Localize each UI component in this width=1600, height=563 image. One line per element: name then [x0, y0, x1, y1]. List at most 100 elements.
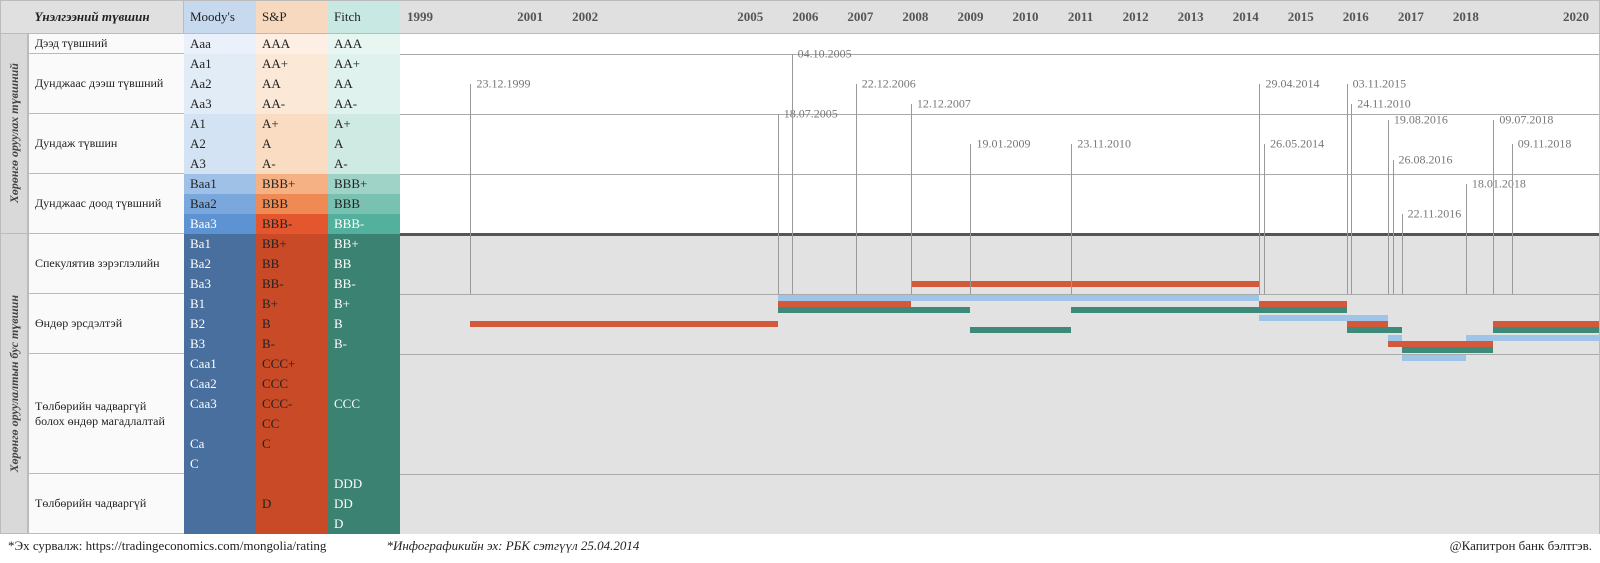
- year-tick: 2001: [506, 1, 554, 33]
- rating-cell: BBB+: [328, 174, 400, 194]
- body: Хөрөнгө оруулах түвшний Хөрөнгө оруулалты…: [0, 34, 1600, 534]
- series-fitch: [1347, 327, 1388, 333]
- rating-cell: A: [256, 134, 328, 154]
- rating-cell: B: [328, 314, 400, 334]
- group-label: Спекулятив зэрэглэлийн: [28, 234, 184, 294]
- group-label: Дунджаас дээш түвшний: [28, 54, 184, 114]
- root: Үнэлгээний түвшин Moody'sS&PFitch 199920…: [0, 0, 1600, 562]
- rating-cell: Baa3: [184, 214, 256, 234]
- agency-headers: Moody'sS&PFitch: [184, 0, 400, 34]
- series-fitch: [1512, 327, 1599, 333]
- series-fitch: [1264, 307, 1347, 313]
- year-tick: 2005: [726, 1, 774, 33]
- rating-cell: A+: [328, 114, 400, 134]
- rating-cell: B+: [328, 294, 400, 314]
- rating-cell: Ca: [184, 434, 256, 454]
- series-sp: [911, 281, 971, 287]
- group-label: Дээд түвшний: [28, 34, 184, 54]
- callout-label: 03.11.2015: [1353, 77, 1407, 92]
- callout-label: 24.11.2010: [1357, 97, 1411, 112]
- rating-cell: BB: [328, 254, 400, 274]
- callout-label: 26.05.2014: [1270, 137, 1324, 152]
- rating-cell: [256, 514, 328, 534]
- rating-cell: AA+: [256, 54, 328, 74]
- year-tick: 2012: [1112, 1, 1160, 33]
- rating-cell: [328, 414, 400, 434]
- year-tick: 2007: [836, 1, 884, 33]
- callout-label: 04.10.2005: [798, 47, 852, 62]
- series-sp: [970, 281, 1071, 287]
- callout-label: 09.07.2018: [1499, 113, 1553, 128]
- group-label: Дунджаас доод түвшний: [28, 174, 184, 234]
- rating-cell: B: [256, 314, 328, 334]
- rating-cell: CCC-: [256, 394, 328, 414]
- callout-label: 23.11.2010: [1077, 137, 1131, 152]
- rating-cell: [184, 414, 256, 434]
- rating-cell: AA-: [256, 94, 328, 114]
- timeline-header: 1999200120022005200620072008200920102011…: [400, 0, 1600, 34]
- group-label: Төлбөрийн чадваргүй болох өндөр магадлал…: [28, 354, 184, 474]
- rating-cell: A-: [256, 154, 328, 174]
- rating-cell: DD: [328, 494, 400, 514]
- band-noninv: Хөрөнгө оруулалтын бус түвшин: [0, 234, 28, 534]
- agency-header-fitch: Fitch: [328, 0, 400, 34]
- rating-cell: CCC: [256, 374, 328, 394]
- rating-cell: B2: [184, 314, 256, 334]
- rating-cell: Ba2: [184, 254, 256, 274]
- rating-cell: A1: [184, 114, 256, 134]
- band-label: Хөрөнгө оруулалтын бус түвшин: [7, 295, 22, 472]
- rating-cell: BB-: [328, 274, 400, 294]
- year-tick: 2006: [781, 1, 829, 33]
- callout-label: 09.11.2018: [1518, 137, 1572, 152]
- rating-cell: AA: [328, 74, 400, 94]
- rating-cell: [328, 454, 400, 474]
- year-tick: 2010: [1002, 1, 1050, 33]
- year-tick: 2015: [1277, 1, 1325, 33]
- group-label: Төлбөрийн чадваргүй: [28, 474, 184, 534]
- rating-cell: BB+: [256, 234, 328, 254]
- callout-label: 22.11.2016: [1408, 207, 1462, 222]
- timeline-chart: 23.12.199918.07.200504.10.200522.12.2006…: [400, 34, 1600, 534]
- series-fitch: [856, 307, 911, 313]
- callout-label: 19.08.2016: [1394, 113, 1448, 128]
- rating-cell: BBB+: [256, 174, 328, 194]
- year-tick: 2018: [1442, 1, 1490, 33]
- group-labels: Дээд түвшнийДунджаас дээш түвшнийДундаж …: [28, 34, 184, 534]
- series-fitch: [1071, 307, 1264, 313]
- rating-cell: Baa1: [184, 174, 256, 194]
- band-inv: Хөрөнгө оруулах түвшний: [0, 34, 28, 234]
- rating-cell: D: [256, 494, 328, 514]
- callout-label: 12.12.2007: [917, 97, 971, 112]
- footer-credit: @Капитрон банк бэлтгэв.: [1450, 538, 1592, 554]
- year-tick: 2014: [1222, 1, 1270, 33]
- rating-cell: Baa2: [184, 194, 256, 214]
- rating-cell: A+: [256, 114, 328, 134]
- ratings-col-sp: AAAAA+AAAA-A+AA-BBB+BBBBBB-BB+BBBB-B+BB-…: [256, 34, 328, 534]
- rating-cell: C: [184, 454, 256, 474]
- header-row: Үнэлгээний түвшин Moody'sS&PFitch 199920…: [0, 0, 1600, 34]
- rating-cell: A3: [184, 154, 256, 174]
- year-tick: 2013: [1167, 1, 1215, 33]
- rating-cell: [256, 474, 328, 494]
- rating-cell: CC: [256, 414, 328, 434]
- rating-cell: A: [328, 134, 400, 154]
- rating-cell: BBB-: [256, 214, 328, 234]
- rating-cell: AAA: [256, 34, 328, 54]
- rating-cell: BBB: [256, 194, 328, 214]
- rating-cell: AA: [256, 74, 328, 94]
- series-moody: [970, 295, 1259, 301]
- rating-cell: CCC: [328, 394, 400, 414]
- year-tick: 2017: [1387, 1, 1435, 33]
- group-label: Дундаж түвшин: [28, 114, 184, 174]
- series-sp: [470, 321, 777, 327]
- series-moody: [1259, 315, 1346, 321]
- callout-label: 22.12.2006: [862, 77, 916, 92]
- ratings-columns: AaaAa1Aa2Aa3A1A2A3Baa1Baa2Baa3Ba1Ba2Ba3B…: [184, 34, 400, 534]
- agency-header-sp: S&P: [256, 0, 328, 34]
- series-fitch: [1388, 327, 1402, 333]
- group-label: Өндөр эрсдэлтэй: [28, 294, 184, 354]
- rating-cell: AA+: [328, 54, 400, 74]
- year-tick: 1999: [396, 1, 444, 33]
- callout-label: 18.01.2018: [1472, 177, 1526, 192]
- rating-cell: Caa3: [184, 394, 256, 414]
